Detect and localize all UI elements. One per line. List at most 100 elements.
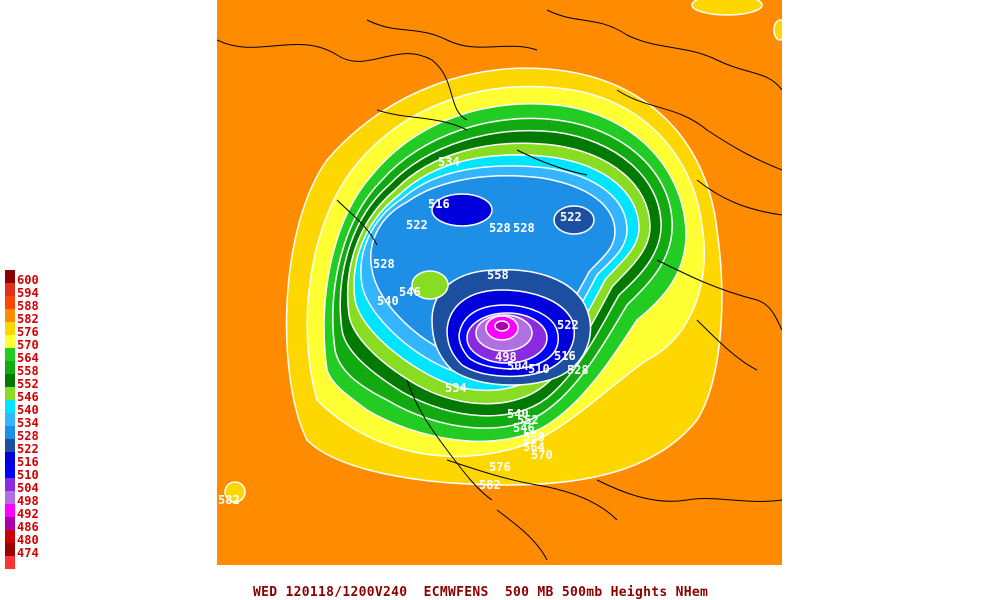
legend-swatch bbox=[5, 426, 15, 439]
legend-row: 534 bbox=[5, 413, 55, 430]
legend-label: 558 bbox=[17, 364, 39, 378]
patch-top bbox=[691, 0, 763, 16]
legend-label: 474 bbox=[17, 546, 39, 560]
legend-label: 498 bbox=[17, 494, 39, 508]
legend-swatch bbox=[5, 543, 15, 556]
contour-label: 528 bbox=[489, 221, 511, 235]
legend-label: 552 bbox=[17, 377, 39, 391]
low-522-northeast bbox=[553, 205, 595, 235]
patch-right bbox=[773, 19, 782, 41]
contour-label: 528 bbox=[567, 363, 589, 377]
legend-row: 540 bbox=[5, 400, 55, 417]
contour-labels: 534 516 522 528 528 522 528 546 540 558 … bbox=[218, 155, 589, 507]
legend-label: 540 bbox=[17, 403, 39, 417]
legend-row: 546 bbox=[5, 387, 55, 404]
high-546-island bbox=[411, 270, 449, 300]
legend-swatch bbox=[5, 452, 15, 465]
contour-label: 528 bbox=[373, 257, 395, 271]
legend-swatch bbox=[5, 348, 15, 361]
contour-label: 540 bbox=[377, 294, 399, 308]
legend-swatch bbox=[5, 374, 15, 387]
contour-label: 522 bbox=[406, 218, 428, 232]
legend-label: 480 bbox=[17, 533, 39, 547]
legend-row: 588 bbox=[5, 296, 55, 313]
contour-label: 576 bbox=[489, 460, 511, 474]
legend-swatch bbox=[5, 517, 15, 530]
contour-label: 510 bbox=[528, 362, 550, 376]
legend-label: 510 bbox=[17, 468, 39, 482]
legend-swatch bbox=[5, 387, 15, 400]
legend-row: 510 bbox=[5, 465, 55, 482]
contour-label: 534 bbox=[445, 381, 467, 395]
contour-label: 546 bbox=[513, 421, 535, 435]
contour-label: 552 bbox=[517, 413, 539, 427]
legend-swatch bbox=[5, 439, 15, 452]
legend-swatch bbox=[5, 504, 15, 517]
contour-label: 498 bbox=[495, 350, 517, 364]
legend-row: 594 bbox=[5, 283, 55, 300]
low-516-north bbox=[431, 193, 493, 227]
legend-label: 576 bbox=[17, 325, 39, 339]
patch-left bbox=[224, 481, 246, 503]
legend-row: 492 bbox=[5, 504, 55, 521]
contour-label: 534 bbox=[438, 155, 460, 169]
coastlines bbox=[217, 9, 782, 561]
legend-label: 528 bbox=[17, 429, 39, 443]
contour-label: 504 bbox=[507, 359, 529, 373]
contour-label: 558 bbox=[487, 268, 509, 282]
map-title: WED 120118/1200V240 ECMWFENS 500 MB 500m… bbox=[253, 585, 709, 600]
legend-swatch bbox=[5, 478, 15, 491]
legend-swatch bbox=[5, 296, 15, 309]
legend-label: 492 bbox=[17, 507, 39, 521]
legend-swatch bbox=[5, 491, 15, 504]
height-bands bbox=[285, 67, 723, 486]
contour-label: 522 bbox=[560, 210, 582, 224]
legend-label: 534 bbox=[17, 416, 39, 430]
contour-label: 546 bbox=[399, 285, 421, 299]
legend-label: 546 bbox=[17, 390, 39, 404]
legend-label: 594 bbox=[17, 286, 39, 300]
legend-row: 582 bbox=[5, 309, 55, 326]
contour-label: 564 bbox=[523, 440, 545, 454]
contour-label: 540 bbox=[507, 407, 529, 421]
legend-row: 522 bbox=[5, 439, 55, 456]
legend-swatch bbox=[5, 556, 15, 569]
contour-label: 516 bbox=[428, 197, 450, 211]
contour-label: 516 bbox=[554, 349, 576, 363]
contour-label: 522 bbox=[557, 318, 579, 332]
legend-swatch bbox=[5, 413, 15, 426]
legend-row: 576 bbox=[5, 322, 55, 339]
legend-row: 558 bbox=[5, 361, 55, 378]
legend-swatch bbox=[5, 400, 15, 413]
legend-row: 504 bbox=[5, 478, 55, 495]
band-486 bbox=[494, 320, 510, 332]
legend-row: 552 bbox=[5, 374, 55, 391]
contour-label: 582 bbox=[218, 493, 240, 507]
contour-label: 582 bbox=[479, 478, 501, 492]
contour-label: 528 bbox=[513, 221, 535, 235]
legend-label: 516 bbox=[17, 455, 39, 469]
legend-label: 504 bbox=[17, 481, 39, 495]
legend-swatch bbox=[5, 335, 15, 348]
legend-swatch bbox=[5, 309, 15, 322]
legend-label: 564 bbox=[17, 351, 39, 365]
legend-label: 582 bbox=[17, 312, 39, 326]
legend-label: 600 bbox=[17, 273, 39, 287]
legend-label: 570 bbox=[17, 338, 39, 352]
legend-row: 564 bbox=[5, 348, 55, 365]
legend-swatch bbox=[5, 283, 15, 296]
legend-label: 588 bbox=[17, 299, 39, 313]
legend-swatch bbox=[5, 361, 15, 374]
legend-row: 516 bbox=[5, 452, 55, 469]
legend-row: 486 bbox=[5, 517, 55, 534]
contour-label: 570 bbox=[531, 448, 553, 462]
legend-row: 480 bbox=[5, 530, 55, 547]
legend-swatch bbox=[5, 465, 15, 478]
legend-label: 522 bbox=[17, 442, 39, 456]
color-legend: 600 594 588 582 576 570 564 558 552 546 540 534 528 5… bbox=[5, 270, 55, 569]
legend-swatch bbox=[5, 530, 15, 543]
legend-row: 474 bbox=[5, 543, 55, 560]
contour-label: 558 bbox=[523, 430, 545, 444]
legend-label: 486 bbox=[17, 520, 39, 534]
